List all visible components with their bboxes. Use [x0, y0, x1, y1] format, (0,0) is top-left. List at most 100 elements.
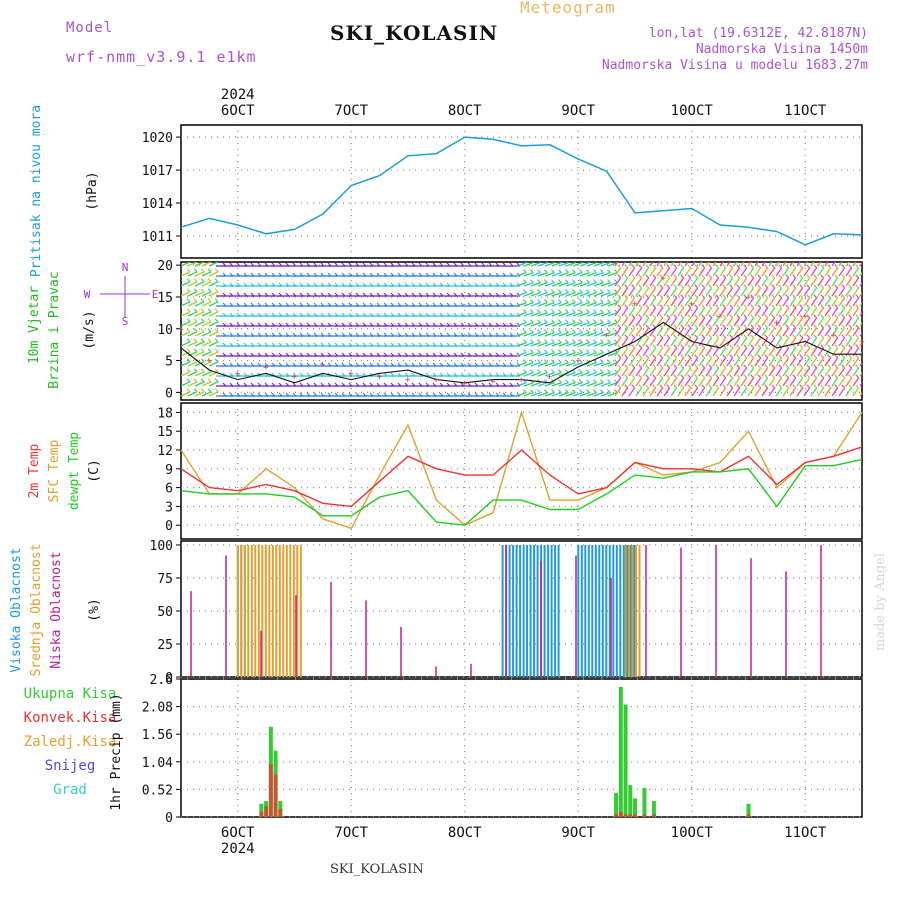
wind-gust-marker: +: [632, 299, 638, 309]
wind-barb-flag: [631, 264, 636, 269]
wind-barb: [579, 271, 590, 277]
wind-barb: [593, 311, 604, 317]
wind-barb: [684, 327, 692, 337]
temp-ytick-tick-label: 9: [165, 463, 173, 478]
wind-barb-flag: [848, 374, 853, 379]
wind-barb-flag: [834, 304, 839, 309]
wind-barb-flag: [820, 354, 825, 359]
wind-barb: [635, 367, 643, 377]
wind-barb: [201, 391, 212, 397]
wind-barb-flag: [579, 359, 583, 363]
wind-barb: [586, 351, 597, 357]
wind-barb-flag: [553, 262, 555, 263]
wind-barb: [642, 327, 650, 337]
wind-barb-flag: [673, 344, 678, 349]
wind-barb-flag: [750, 354, 755, 359]
wind-barb-flag: [572, 359, 576, 363]
wind-barb: [831, 262, 836, 267]
wind-barb-flag: [841, 294, 846, 299]
wind-barb-flag: [624, 314, 629, 319]
wind-barb: [810, 357, 818, 367]
wind-barb-flag: [806, 364, 811, 369]
wind-barb-flag: [729, 304, 734, 309]
panel-2: [180, 261, 863, 401]
precip-conv-bar: [628, 814, 633, 817]
wind-barb: [782, 387, 790, 397]
wind-barb-flag: [193, 338, 198, 343]
wind-barb-flag: [600, 319, 604, 323]
precip-conv-bar: [623, 814, 628, 817]
wind-barb: [761, 387, 769, 397]
wind-barb: [593, 361, 604, 367]
wind-barb: [565, 321, 576, 327]
wind-barb-flag: [523, 389, 527, 393]
wind-barb: [754, 357, 762, 367]
wind-barb-flag: [799, 364, 804, 369]
wind-barb: [831, 277, 839, 287]
wind-barb: [852, 337, 860, 347]
wind-barb: [530, 391, 541, 397]
wind-barb-flag: [792, 354, 797, 359]
wind-barb: [572, 351, 583, 357]
wind-barb: [712, 297, 720, 307]
wind-barb: [635, 387, 643, 397]
wind-barb: [712, 287, 720, 297]
wind-barb: [838, 377, 846, 387]
wind-barb-flag: [694, 334, 699, 339]
wind-barb-flag: [193, 278, 198, 283]
wind-barb: [705, 387, 713, 397]
wind-barb-flag: [532, 262, 534, 263]
wind-barb-flag: [666, 354, 671, 359]
wind-barb-flag: [558, 339, 562, 343]
wind-barb: [600, 281, 611, 287]
wind-barb: [705, 267, 713, 277]
wind-barb: [208, 321, 219, 327]
wind-barb-flag: [551, 289, 555, 293]
wind-gust-marker: +: [292, 372, 298, 382]
wind-barb-flag: [572, 379, 576, 383]
wind-barb-flag: [572, 309, 576, 313]
wind-barb-flag: [614, 379, 618, 383]
wind-barb-flag: [572, 319, 576, 323]
wind-barb-flag: [600, 389, 604, 393]
wind-barb-flag: [558, 329, 562, 333]
wind-barb: [201, 262, 212, 267]
wind-barb: [803, 262, 808, 267]
wind-barb: [838, 357, 846, 367]
wind-barb: [600, 381, 611, 387]
wind-barb-flag: [214, 288, 219, 293]
wind-barb: [565, 311, 576, 317]
wind-barb-flag: [750, 374, 755, 379]
wind-barb: [817, 287, 825, 297]
wind-barb-flag: [841, 314, 846, 319]
wind-barb-flag: [736, 274, 741, 279]
wind-barb-flag: [537, 289, 541, 293]
wind-barb-flag: [701, 354, 706, 359]
wind-barb: [803, 317, 811, 327]
wind-barb: [677, 377, 685, 387]
wind-barb: [558, 262, 569, 267]
panel-frame: [180, 261, 863, 401]
wind-barb-flag: [785, 384, 790, 389]
wind-barb: [733, 367, 741, 377]
wind-barb-flag: [708, 364, 713, 369]
wind-barb-flag: [715, 304, 720, 309]
wind-barb-flag: [544, 339, 548, 343]
wind-barb-flag: [565, 299, 569, 303]
wind-barb-flag: [708, 314, 713, 319]
bottom-day-tick-label: 8OCT: [448, 825, 482, 841]
wind-barb-flag: [530, 299, 534, 303]
wind-barb-flag: [848, 264, 853, 269]
wind-barb-flag: [617, 274, 622, 279]
wind-barb: [607, 371, 618, 377]
wind-barb: [733, 357, 741, 367]
wind-barb-flag: [877, 255, 880, 258]
wind-barb-flag: [186, 278, 191, 283]
wind-barb: [663, 387, 671, 397]
pressure-title: Pritisak na nivou mora: [29, 105, 44, 277]
wind-barb: [831, 337, 839, 347]
wind-barb: [817, 277, 825, 287]
wind-barb-flag: [680, 294, 685, 299]
wind-barb-flag: [586, 339, 590, 343]
